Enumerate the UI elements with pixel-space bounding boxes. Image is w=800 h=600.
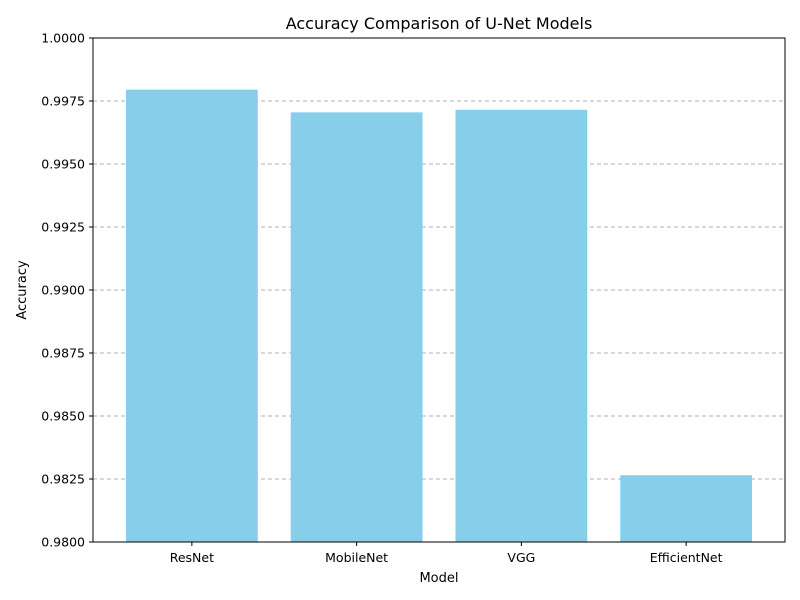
- x-tick-label: EfficientNet: [650, 550, 723, 565]
- y-tick-label: 0.9925: [41, 220, 85, 235]
- x-axis-label: Model: [419, 571, 458, 586]
- y-tick-label: 0.9900: [41, 283, 85, 298]
- bar-vgg: [455, 109, 588, 542]
- y-tick-label: 0.9850: [41, 409, 85, 424]
- x-tick-label: ResNet: [170, 550, 214, 565]
- x-tick-label: MobileNet: [325, 550, 388, 565]
- y-axis-ticks: 0.9800 0.9825 0.9850 0.9875 0.9900 0.9925 0.99…: [41, 31, 93, 550]
- chart-title: Accuracy Comparison of U-Net Models: [286, 14, 593, 33]
- y-tick-label: 0.9950: [41, 157, 85, 172]
- x-tick-label: VGG: [507, 550, 535, 565]
- bar-mobilenet: [290, 112, 423, 542]
- bar-resnet: [125, 89, 258, 542]
- y-tick-label: 0.9825: [41, 472, 85, 487]
- y-tick-label: 0.9800: [41, 535, 85, 550]
- y-axis-label: Accuracy: [15, 260, 30, 320]
- y-tick-label: 0.9975: [41, 94, 85, 109]
- bar-efficientnet: [620, 475, 753, 542]
- x-axis-ticks: ResNet MobileNet VGG EfficientNet: [170, 542, 723, 565]
- y-tick-label: 1.0000: [41, 31, 85, 46]
- bars: [125, 89, 753, 542]
- y-tick-label: 0.9875: [41, 346, 85, 361]
